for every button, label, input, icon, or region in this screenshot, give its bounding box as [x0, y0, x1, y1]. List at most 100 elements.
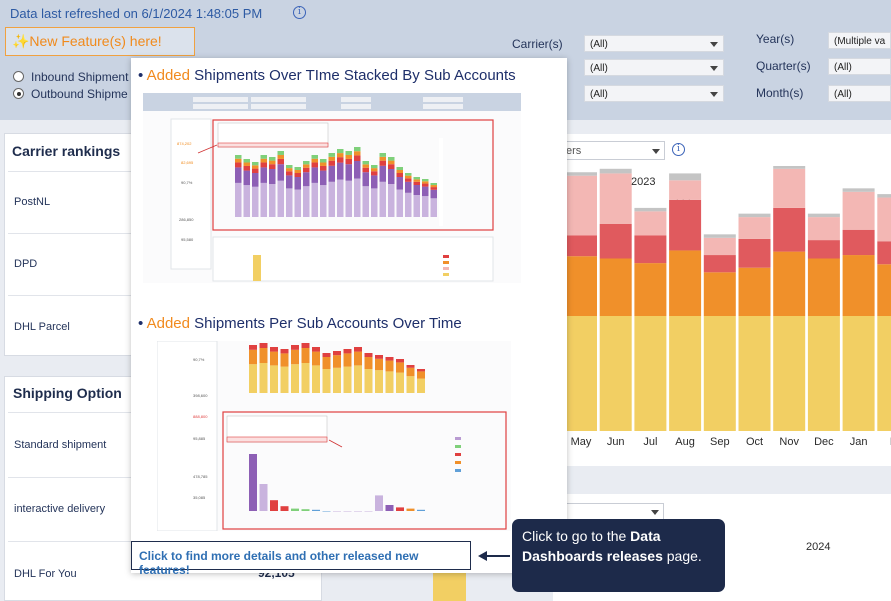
bar-f-yellow[interactable]	[877, 316, 891, 431]
month-select[interactable]: (All)	[828, 85, 891, 102]
screenshot-bar	[337, 162, 344, 180]
carriers-select[interactable]: (All)	[584, 35, 724, 52]
bar-f-red[interactable]	[877, 241, 891, 265]
bar-dec-grey[interactable]	[807, 213, 840, 218]
bar-aug-orange[interactable]	[669, 250, 702, 316]
screenshot-bar	[320, 162, 327, 166]
screenshot-image: 90,7% 398,600 888,800 95,885 478,785 35,…	[157, 341, 507, 531]
screenshot-bar	[385, 371, 394, 393]
bar-jan-orange[interactable]	[842, 255, 875, 316]
divider	[8, 541, 132, 542]
bar-dec-pink[interactable]	[807, 217, 840, 241]
bar-f-pink[interactable]	[877, 197, 891, 242]
radio-dot-icon	[13, 71, 24, 82]
bar-may-red[interactable]	[565, 235, 597, 257]
bar-dec-yellow[interactable]	[807, 316, 840, 431]
info-icon[interactable]: i	[672, 143, 685, 156]
bar-sep-red[interactable]	[703, 255, 736, 273]
bar-sep-orange[interactable]	[703, 272, 736, 316]
bar-jul-pink[interactable]	[634, 211, 667, 236]
bar-jun-grey[interactable]	[599, 168, 632, 174]
bar-f-grey[interactable]	[877, 194, 891, 198]
bar-may-yellow[interactable]	[565, 316, 597, 431]
bar-dec-red[interactable]	[807, 240, 840, 259]
bar-jun-red[interactable]	[599, 224, 632, 259]
svg-text:95,885: 95,885	[193, 436, 206, 441]
bar-nov-grey[interactable]	[773, 166, 806, 169]
screenshot-bar	[364, 511, 373, 512]
screenshot-bar	[385, 360, 394, 372]
screenshot-bar	[328, 165, 335, 182]
screenshot-bar	[312, 347, 320, 352]
bar-jan-pink[interactable]	[842, 191, 875, 230]
bar-may-pink[interactable]	[565, 175, 597, 236]
bar-aug-red[interactable]	[669, 199, 702, 251]
screenshot-bar	[343, 353, 352, 367]
bar-oct-orange[interactable]	[738, 267, 771, 316]
bar-jul-red[interactable]	[634, 235, 667, 264]
bar-oct-grey[interactable]	[738, 213, 771, 218]
screenshot-bar	[396, 167, 403, 170]
bar-jan-grey[interactable]	[842, 188, 875, 192]
chart-type-select[interactable]: ers	[556, 141, 665, 160]
bar-sep-grey[interactable]	[703, 234, 736, 238]
bar-sep-yellow[interactable]	[703, 316, 736, 431]
info-icon[interactable]: i	[293, 6, 306, 19]
filter-select-2[interactable]: (All)	[584, 59, 724, 76]
bar-aug-grey[interactable]	[669, 173, 702, 181]
screenshot-bar	[259, 363, 268, 393]
new-features-button[interactable]: ✨New Feature(s) here!	[5, 27, 195, 56]
year-select[interactable]: (Multiple va	[828, 32, 891, 49]
screenshot-bar	[301, 343, 310, 348]
screenshot-bar	[396, 372, 404, 393]
bar-sep-pink[interactable]	[703, 237, 736, 256]
screenshot-bar	[260, 167, 267, 183]
screenshot-bar	[320, 185, 327, 217]
chevron-down-icon	[710, 92, 718, 97]
bar-nov-yellow[interactable]	[773, 316, 806, 431]
bar-jul-orange[interactable]	[634, 263, 667, 316]
screenshot-bar	[354, 511, 362, 512]
screenshot-bar	[371, 175, 378, 189]
quarter-label: Quarter(s)	[756, 59, 811, 73]
bar-jun-pink[interactable]	[599, 173, 632, 224]
bar-jun-orange[interactable]	[599, 258, 632, 317]
bar-may-orange[interactable]	[565, 256, 597, 316]
bar-nov-orange[interactable]	[773, 251, 806, 316]
bar-oct-pink[interactable]	[738, 217, 771, 239]
screenshot-bar	[396, 177, 403, 190]
bar-dec-orange[interactable]	[807, 258, 840, 317]
screenshot-bar	[354, 147, 361, 152]
screenshot-bar	[235, 162, 242, 168]
screenshot-bar	[406, 365, 415, 368]
bar-jan-yellow[interactable]	[842, 316, 875, 431]
screenshot-bar	[417, 509, 425, 511]
quarter-select[interactable]: (All)	[828, 58, 891, 75]
bar-f-orange[interactable]	[877, 264, 891, 316]
screenshot-bar	[252, 162, 259, 166]
bar-aug-yellow[interactable]	[669, 316, 702, 431]
screenshot-bar	[406, 376, 415, 393]
screenshot-bar	[328, 160, 335, 166]
screenshot-bar	[371, 165, 378, 169]
bar-oct-yellow[interactable]	[738, 316, 771, 431]
bar-nov-pink[interactable]	[773, 168, 806, 208]
filter-select-3[interactable]: (All)	[584, 85, 724, 102]
shipping-row-dhl-for-you: DHL For You	[14, 568, 77, 580]
screenshot-bar	[243, 170, 250, 186]
bar-may-grey[interactable]	[565, 172, 597, 176]
bar-jan-red[interactable]	[842, 229, 875, 256]
bar-jun-yellow[interactable]	[599, 316, 632, 431]
screenshot-bar	[375, 370, 383, 393]
radio-outbound-shipment[interactable]: Outbound Shipme	[13, 87, 128, 101]
bar-oct-red[interactable]	[738, 238, 771, 268]
svg-text:874,202: 874,202	[177, 141, 192, 146]
stacked-bar-chart: 2023 Q2 Q3 Q4 MayJunJulAugSepOctNovDecJa…	[565, 166, 891, 448]
bar-jul-grey[interactable]	[634, 207, 667, 212]
bar-aug-pink[interactable]	[669, 180, 702, 200]
bar-nov-red[interactable]	[773, 207, 806, 252]
radio-inbound-shipment[interactable]: Inbound Shipment	[13, 70, 128, 84]
release-notes-link[interactable]: Click to find more details and other rel…	[131, 541, 471, 577]
bar-jul-yellow[interactable]	[634, 316, 667, 431]
svg-text:90,7%: 90,7%	[181, 180, 193, 185]
